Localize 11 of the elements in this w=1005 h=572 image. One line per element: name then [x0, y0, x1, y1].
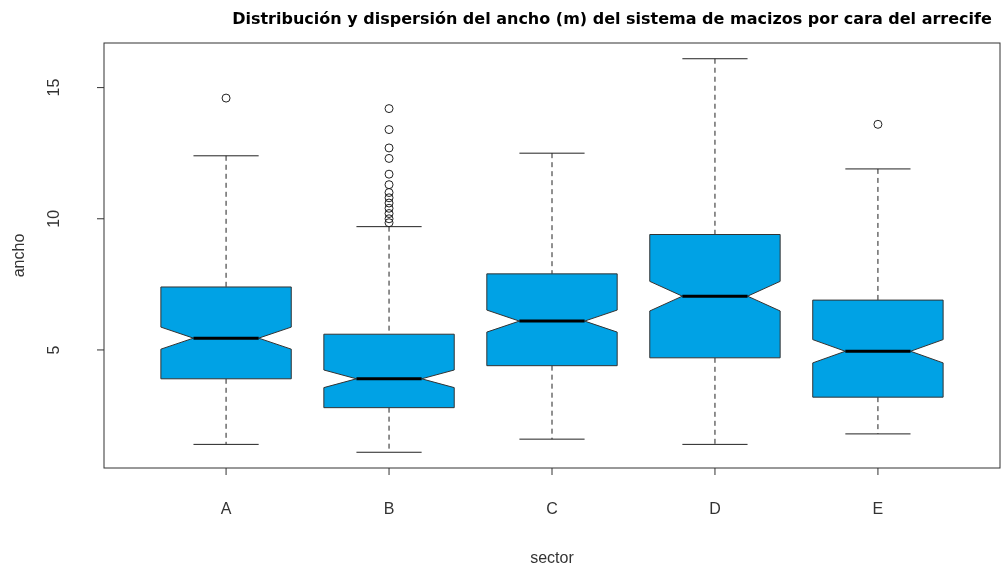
x-tick-label: A [220, 500, 232, 517]
y-axis-title: ancho [10, 233, 27, 278]
x-tick-label: B [383, 500, 395, 517]
y-tick-label: 5 [45, 345, 62, 355]
x-tick-label: D [709, 500, 721, 517]
x-tick-label: C [546, 500, 558, 517]
y-tick-label: 10 [45, 209, 62, 228]
y-tick-label: 15 [45, 78, 62, 97]
chart-title: Distribución y dispersión del ancho (m) del sistema de macizos por cara del arrecife [232, 9, 992, 28]
x-axis-title: sector [530, 549, 575, 566]
x-tick-label: E [872, 500, 884, 517]
